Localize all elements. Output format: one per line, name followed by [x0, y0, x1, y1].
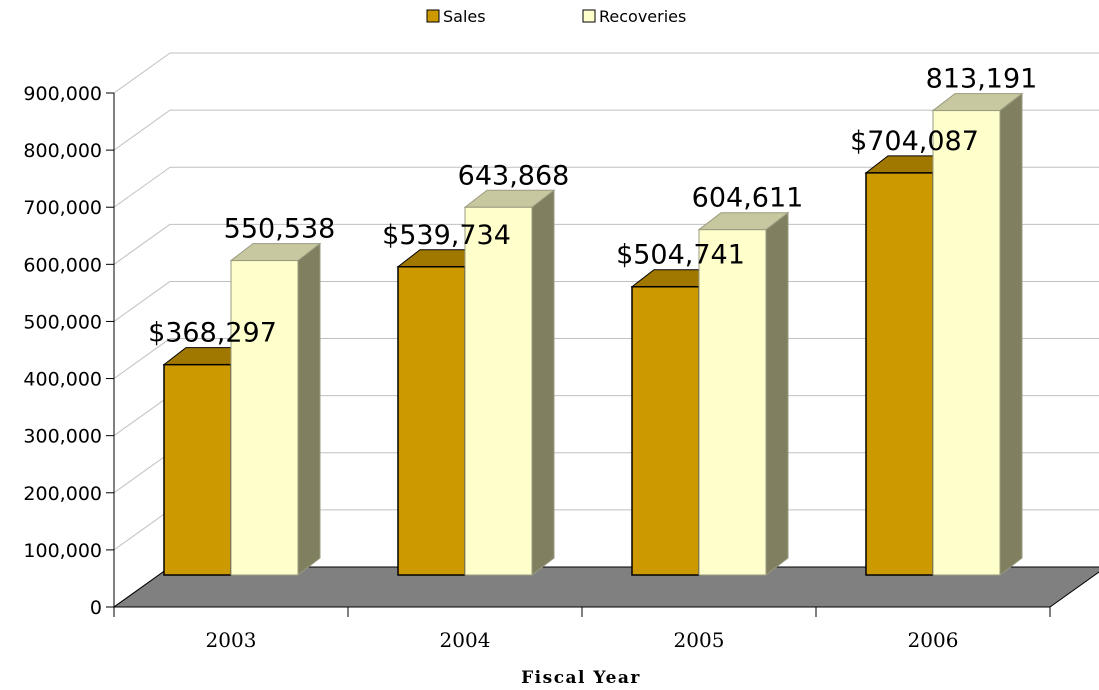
legend-label-recoveries: Recoveries: [599, 7, 686, 26]
y-tick-label: 0: [90, 597, 102, 619]
y-tick-label: 300,000: [23, 426, 102, 448]
data-label-recoveries-2003: 550,538: [224, 214, 336, 245]
data-label-sales-2004: $539,734: [382, 220, 511, 251]
bar-side-recoveries-2004: [531, 189, 555, 577]
bar-side-recoveries-2005: [765, 211, 789, 577]
side-gridline: [113, 452, 171, 494]
x-tick-label: 2005: [674, 628, 725, 652]
side-gridline: [113, 509, 171, 551]
x-tick-label: 2004: [440, 628, 491, 652]
data-labels: $368,297 550,538 $539,734 643,868 $504,741 60…: [148, 64, 1037, 349]
bars: [162, 92, 1024, 577]
data-label-recoveries-2004: 643,868: [458, 160, 570, 191]
bar-recoveries-2005: [698, 229, 767, 576]
side-gridline: [113, 338, 171, 379]
y-tick-label: 900,000: [23, 83, 102, 105]
bar-recoveries-2004: [464, 206, 533, 576]
data-label-sales-2005: $504,741: [616, 240, 745, 271]
bar-recoveries-2006: [932, 110, 1001, 576]
side-gridline: [113, 166, 171, 208]
x-tick-label: 2003: [206, 628, 257, 652]
legend: Sales Recoveries: [426, 7, 686, 26]
y-tick-label: 800,000: [23, 140, 102, 162]
y-tick-label: 200,000: [23, 483, 102, 505]
bar-recoveries-2003: [230, 260, 299, 576]
x-tick-label: 2006: [908, 628, 959, 652]
legend-label-sales: Sales: [443, 7, 486, 26]
bar-side-recoveries-2003: [297, 242, 321, 577]
y-tick-label: 400,000: [23, 369, 102, 391]
side-gridline: [113, 395, 171, 437]
bar-side-recoveries-2006: [999, 92, 1023, 577]
y-tick-label: 700,000: [23, 197, 102, 219]
legend-swatch-sales: [426, 9, 440, 23]
side-gridline: [113, 52, 171, 94]
y-tick-label: 500,000: [23, 311, 102, 333]
data-label-recoveries-2006: 813,191: [926, 64, 1038, 95]
bar-sales-2004: [397, 266, 466, 576]
side-gridline: [113, 109, 171, 151]
legend-swatch-recoveries: [582, 9, 596, 23]
side-gridline: [113, 223, 171, 265]
data-label-sales-2006: $704,087: [850, 126, 979, 157]
y-tick-label: 100,000: [23, 540, 102, 562]
bar-sales-2005: [631, 285, 700, 576]
side-gridline: [113, 281, 171, 322]
x-axis-title: Fiscal Year: [521, 668, 641, 688]
axes: 0 100,000 200,000 300,000 400,000 500,000 600,…: [23, 83, 1051, 652]
bar-sales-2003: [163, 363, 232, 576]
y-tick-label: 600,000: [23, 254, 102, 276]
bar-sales-2006: [865, 172, 934, 576]
data-label-sales-2003: $368,297: [148, 318, 277, 349]
data-label-recoveries-2005: 604,611: [692, 183, 804, 214]
